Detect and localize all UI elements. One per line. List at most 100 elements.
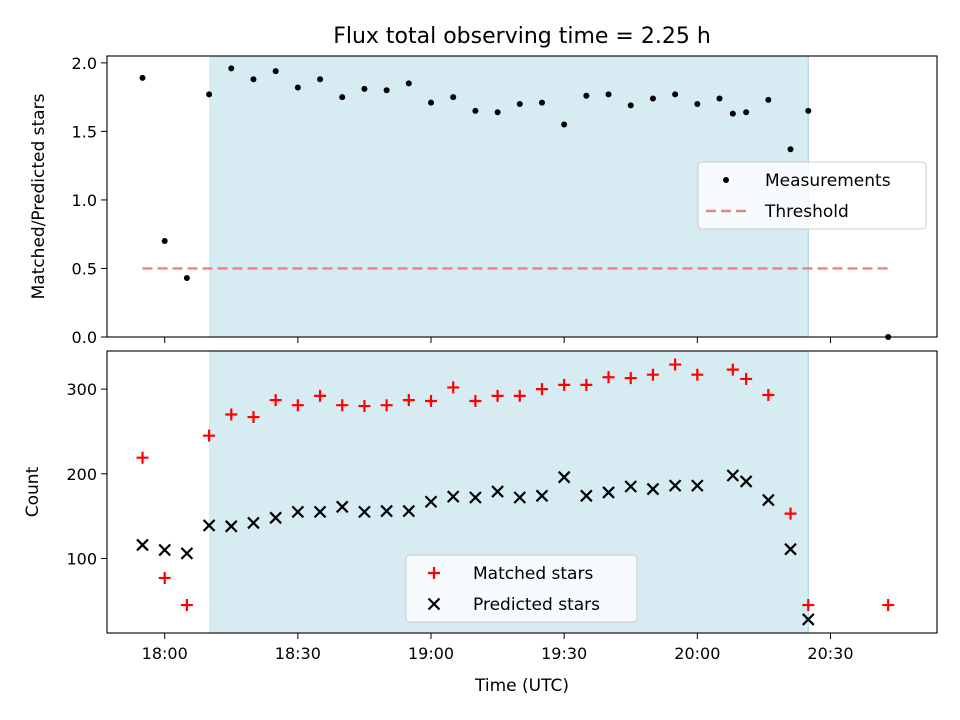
matched-star-point — [336, 399, 349, 412]
y-tick-label: 1.0 — [72, 191, 97, 210]
matched-star-point — [180, 599, 193, 612]
matched-star-point — [580, 378, 593, 391]
x-tick-label: 20:30 — [807, 644, 853, 663]
predicted-star-point — [646, 482, 660, 496]
matched-star-point — [624, 372, 637, 385]
predicted-star-point — [580, 489, 593, 503]
measurement-point — [765, 96, 772, 103]
measurement-point — [516, 100, 523, 107]
matched-star-point — [669, 358, 682, 371]
measurement-point — [561, 121, 568, 128]
matched-star-point — [447, 381, 460, 394]
measurement-point — [339, 94, 346, 101]
count-axis-ticks: 100 200 300 18:00 18:30 19:00 19:30 20:00 20:30 — [66, 380, 853, 663]
matched-star-point — [513, 389, 526, 402]
measurement-point — [729, 110, 736, 117]
measurement-point — [605, 91, 612, 98]
ratio-y-axis-label: Matched/Predicted stars — [29, 93, 49, 299]
matched-star-point — [691, 368, 704, 381]
measurement-point — [743, 109, 750, 116]
measurement-point — [428, 99, 435, 106]
predicted-star-point — [313, 505, 327, 519]
matched-star-point — [882, 599, 895, 612]
x-tick-label: 19:00 — [408, 644, 454, 663]
ratio-legend: Measurements Threshold — [697, 161, 927, 230]
measurement-point — [583, 92, 590, 99]
predicted-star-point — [402, 504, 416, 518]
predicted-star-point — [535, 489, 549, 503]
predicted-star-point — [202, 519, 216, 532]
matched-star-point — [380, 399, 393, 412]
legend-marker — [428, 567, 440, 579]
matched-star-point — [646, 368, 659, 381]
measurement-point — [139, 74, 146, 81]
matched-star-point — [802, 599, 815, 612]
measurement-point — [405, 80, 412, 87]
matched-star-point — [269, 394, 282, 407]
measurement-point — [183, 275, 190, 282]
predicted-star-point — [358, 505, 371, 519]
matched-star-point — [136, 451, 149, 464]
legend-box — [697, 161, 927, 230]
measurement-point — [716, 95, 723, 102]
y-tick-label: 0.0 — [72, 328, 97, 347]
measurement-point — [383, 87, 390, 94]
measurement-point — [228, 65, 235, 72]
matched-star-point — [469, 394, 482, 407]
ratio-axis-ticks: 0.0 0.5 1.0 1.5 2.0 — [72, 54, 831, 347]
predicted-star-point — [291, 505, 305, 519]
predicted-star-point — [802, 613, 815, 626]
predicted-star-point — [424, 495, 438, 509]
predicted-star-point — [158, 543, 171, 557]
predicted-star-point — [247, 516, 260, 530]
matched-star-point — [225, 408, 238, 421]
predicted-star-point — [136, 538, 149, 552]
measurement-point — [494, 109, 501, 116]
measurement-point — [472, 107, 479, 114]
predicted-star-point — [557, 470, 571, 484]
y-tick-label: 100 — [66, 549, 97, 568]
x-tick-label: 19:30 — [541, 644, 587, 663]
y-tick-label: 2.0 — [72, 54, 97, 73]
count-y-axis-label: Count — [23, 466, 43, 517]
measurement-point — [206, 91, 213, 98]
y-tick-label: 300 — [66, 380, 97, 399]
ratio-marks — [139, 56, 892, 340]
predicted-star-point — [335, 500, 349, 514]
matched-star-point — [491, 389, 504, 402]
matched-star-point — [402, 394, 415, 407]
measurement-point — [805, 107, 812, 114]
time-x-axis-label: Time (UTC) — [474, 676, 569, 696]
legend-label: Matched stars — [473, 564, 593, 584]
matched-star-point — [535, 383, 548, 396]
y-tick-label: 1.5 — [72, 122, 97, 141]
predicted-star-point — [469, 491, 482, 504]
x-tick-label: 18:30 — [275, 644, 321, 663]
predicted-star-point — [762, 493, 775, 507]
legend-box — [405, 554, 638, 623]
matched-star-point — [358, 400, 371, 413]
count-marks — [136, 351, 895, 633]
predicted-star-point — [269, 511, 282, 525]
measurement-point — [294, 84, 301, 91]
predicted-star-point — [602, 486, 615, 499]
matched-star-point — [314, 389, 327, 402]
measurement-point — [627, 102, 634, 109]
measurement-point — [272, 68, 279, 75]
ratio-panel: 0.0 0.5 1.0 1.5 2.0 Flux total observing tim… — [29, 24, 938, 347]
predicted-star-point — [784, 542, 797, 556]
legend-marker — [427, 597, 441, 611]
matched-star-point — [158, 571, 171, 584]
measurement-point — [317, 76, 324, 83]
legend-label: Measurements — [765, 171, 891, 191]
chart-title: Flux total observing time = 2.25 h — [333, 24, 711, 49]
predicted-star-point — [225, 520, 238, 533]
predicted-star-point — [180, 547, 194, 560]
matched-star-point — [726, 363, 739, 376]
matched-star-point — [558, 378, 571, 391]
y-tick-label: 0.5 — [72, 259, 97, 278]
measurement-point — [787, 146, 794, 153]
measurement-point — [361, 85, 368, 92]
ratio-plot-frame — [106, 55, 938, 338]
